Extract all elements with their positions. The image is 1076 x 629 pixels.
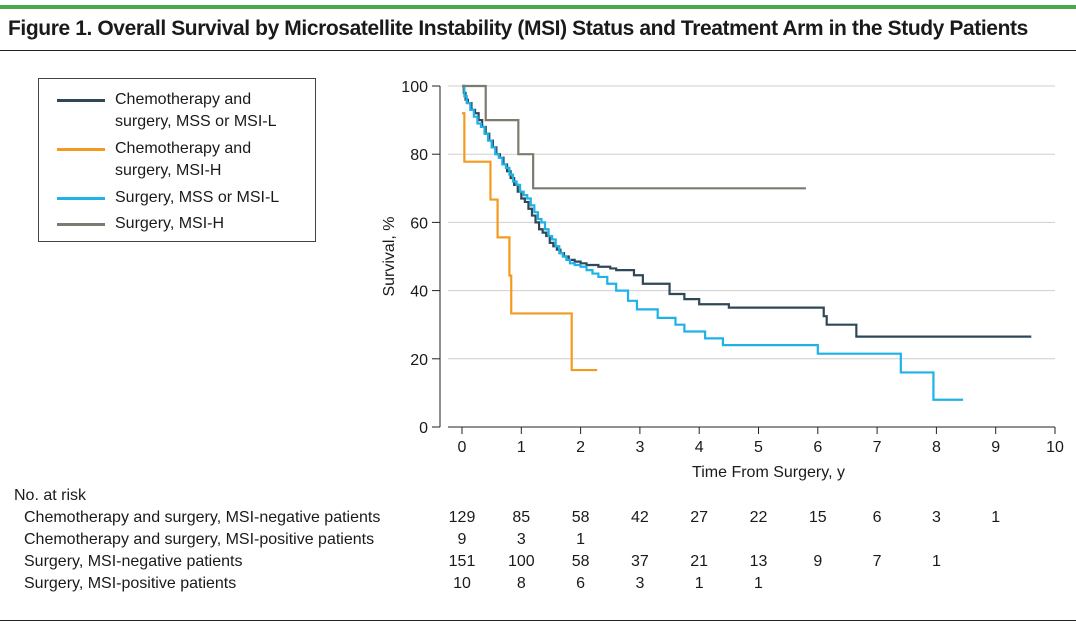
y-tick-label: 20 [410,352,428,369]
figure-title: Figure 1. Overall Survival by Microsatel… [8,17,1028,40]
risk-count: 37 [630,553,649,570]
risk-count: 1 [754,575,763,592]
y-tick-label: 0 [419,420,428,437]
legend-swatch [57,223,105,226]
series-lines [462,84,1032,401]
x-tick-label: 5 [754,439,763,456]
x-tick-label: 9 [991,439,1000,456]
legend-label: Chemotherapy and surgery, MSS or MSI-L [115,91,277,130]
legend-swatch [57,99,105,102]
risk-count: 21 [690,553,709,570]
risk-count: 9 [813,553,823,570]
risk-count: 3 [516,531,526,548]
risk-count: 7 [872,553,882,570]
top-accent-rule [0,5,1076,9]
risk-count: 85 [512,509,531,526]
x-tick-label: 8 [932,439,941,456]
risk-count: 10 [453,575,471,592]
risk-count: 8 [516,575,526,592]
risk-count: 3 [931,509,941,526]
risk-count: 22 [749,509,768,526]
legend: Chemotherapy and surgery, MSS or MSI-L C… [38,78,316,242]
x-tick-label: 4 [695,439,704,456]
risk-row-label: Surgery, MSI-negative patients [24,553,243,570]
legend-item-chemo-mss: Chemotherapy and surgery, MSS or MSI-L [57,89,307,133]
risk-count: 58 [571,553,590,570]
y-tick-label: 80 [410,147,428,164]
risk-count: 6 [872,509,882,526]
x-tick-label: 0 [458,439,467,456]
risk-count: 3 [635,575,645,592]
risk-count: 100 [507,553,535,570]
legend-label: Chemotherapy and surgery, MSI-H [115,140,252,179]
risk-count: 9 [457,531,467,548]
gridlines [448,85,1055,360]
series-line-2 [462,84,964,401]
legend-item-chemo-msih: Chemotherapy and surgery, MSI-H [57,138,307,182]
legend-swatch [57,148,105,151]
risk-count: 27 [690,509,709,526]
x-axis-label: Time From Surgery, y [692,464,845,481]
legend-swatch [57,197,105,200]
risk-count: 1 [991,509,1001,526]
x-tick-label: 6 [813,439,822,456]
x-tick-label: 1 [517,439,526,456]
y-tick-label: 60 [410,215,428,232]
x-tick-label: 3 [635,439,644,456]
series-line-1 [462,112,598,372]
series-line-3 [462,84,806,190]
risk-count: 13 [749,553,768,570]
risk-count: 1 [576,531,586,548]
bottom-divider [0,620,1076,621]
y-tick-label: 100 [401,79,428,96]
risk-count: 6 [576,575,586,592]
risk-count: 1 [931,553,941,570]
x-tick-label: 7 [873,439,882,456]
legend-item-surgery-msih: Surgery, MSI-H [57,213,307,235]
y-tick-label: 40 [410,284,428,301]
legend-item-surgery-mss: Surgery, MSS or MSI-L [57,187,307,209]
axes: 0 20 40 60 80 100 0 1 2 3 4 5 6 7 8 9 10 [401,79,1064,456]
risk-count: 129 [448,509,476,526]
x-tick-label: 2 [576,439,585,456]
risk-count: 58 [571,509,590,526]
risk-count: 1 [694,575,704,592]
risk-row-label: Chemotherapy and surgery, MSI-positive p… [24,531,375,548]
legend-label: Surgery, MSI-H [115,215,225,232]
x-tick-label: 10 [1046,439,1064,456]
title-divider [0,50,1076,51]
risk-row-label: Chemotherapy and surgery, MSI-negative p… [24,509,381,526]
risk-table-title: No. at risk [14,487,87,504]
legend-label: Surgery, MSS or MSI-L [115,189,280,206]
risk-row-label: Surgery, MSI-positive patients [24,575,237,592]
y-axis-label: Survival, % [381,216,398,296]
risk-count: 151 [448,553,476,570]
series-line-0 [462,84,1032,338]
risk-count: 42 [630,509,649,526]
risk-count: 15 [808,509,827,526]
